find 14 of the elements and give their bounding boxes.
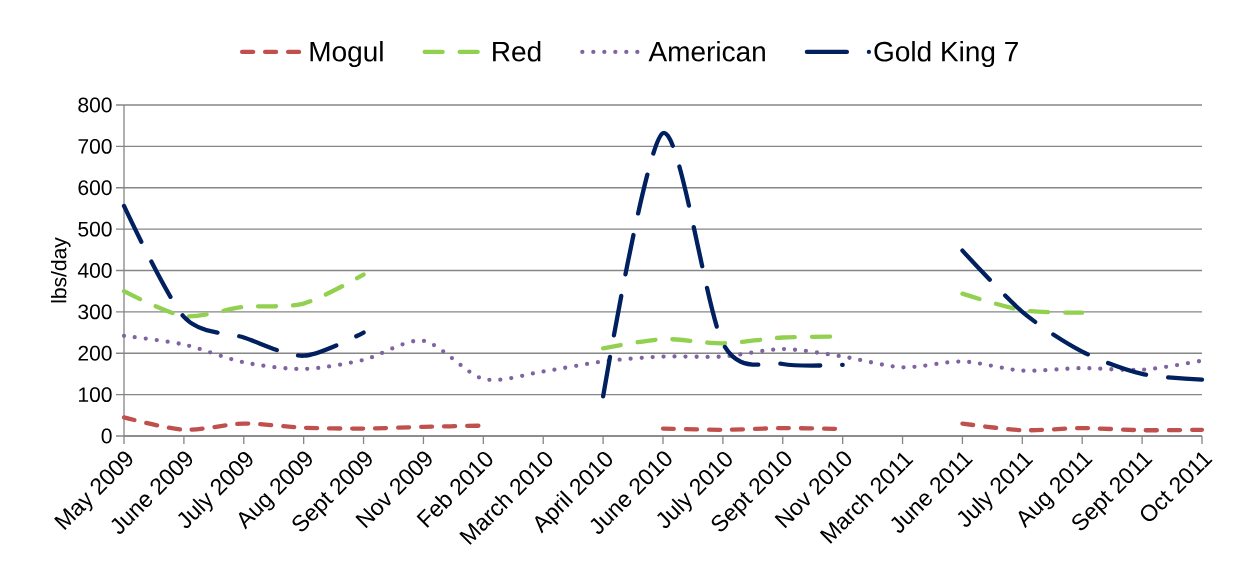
legend-label: American bbox=[648, 41, 765, 62]
y-tick-label: 600 bbox=[78, 180, 112, 196]
y-tick-label: 400 bbox=[77, 263, 112, 278]
y-tick-label: 500 bbox=[78, 221, 112, 237]
legend-label: Gold King 7 bbox=[874, 41, 1018, 68]
y-tick-label: 200 bbox=[78, 345, 112, 361]
legend-label: Mogul bbox=[310, 41, 383, 68]
y-tick-label: 800 bbox=[78, 97, 112, 113]
legend-label: Red bbox=[493, 41, 541, 62]
y-tick-label: 100 bbox=[79, 387, 112, 403]
y-tick-label: 300 bbox=[78, 304, 112, 320]
y-tick-label: 700 bbox=[78, 138, 112, 154]
y-axis-title: lbs/day bbox=[51, 237, 71, 303]
y-tick-label: 0 bbox=[101, 428, 112, 444]
